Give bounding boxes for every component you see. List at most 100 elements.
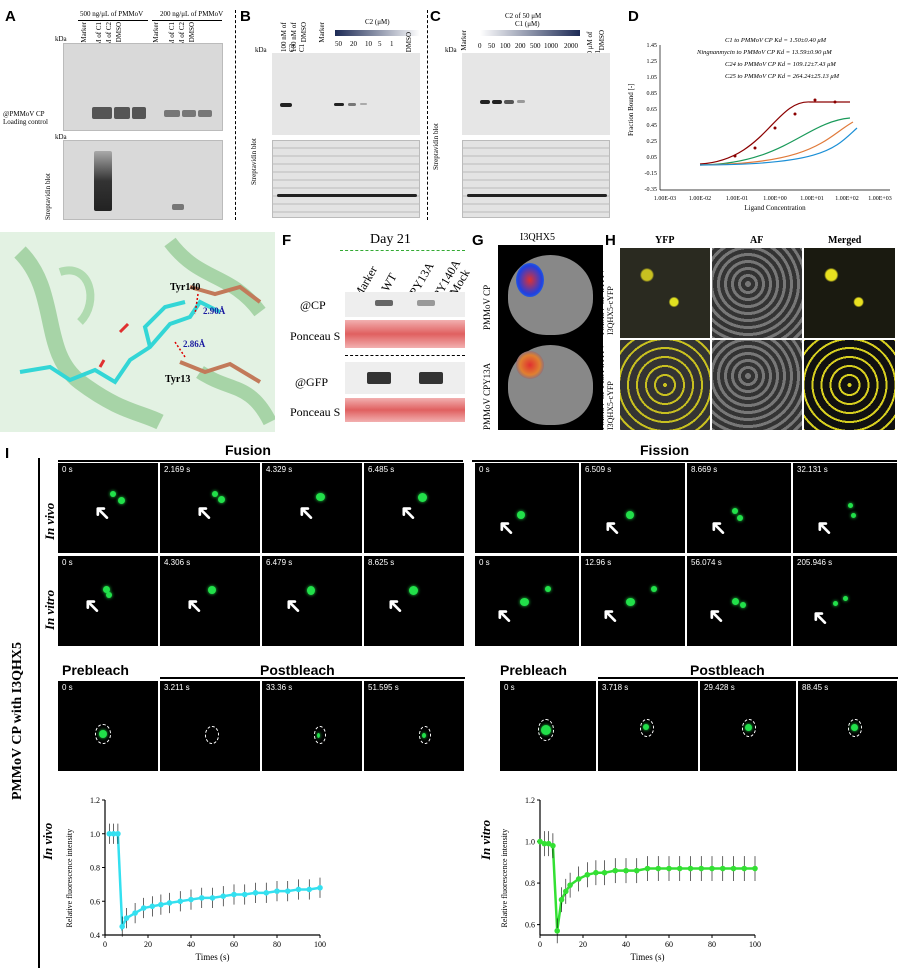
panel-H-col2: AF [750,235,764,246]
data-point [149,903,156,910]
data-point [644,865,651,872]
y-axis-label: Relative fluorescence intensity [500,829,509,928]
panel-G-label: G [472,232,484,249]
data-point [132,910,138,916]
data-point [541,840,548,847]
data-point [284,888,291,894]
svg-text:1.00E+00: 1.00E+00 [763,196,787,202]
data-point [140,905,147,911]
data-point [252,890,259,896]
data-point [177,898,184,905]
panel-F-row3: @GFP [295,375,329,389]
data-point [612,867,619,874]
panel-H-col1: YFP [655,235,675,246]
data-point [558,896,565,903]
y-tick-label: 1.0 [90,830,100,839]
panel-A-conc2: 200 ng/μL of PMMoV [160,10,224,18]
panel-H-col3: Merged [828,235,862,246]
frap-vitro-label: In vitro [478,819,493,860]
panel-H-row1: PMMoV CP-nYFP / I3QHX5-cYFP [597,269,615,335]
y-tick-label: 1.2 [525,796,535,805]
svg-text:1.00E+02: 1.00E+02 [835,196,859,202]
frap-chart-in-vivo: 0.4 0.6 0.8 1.0 1.2 0 20 40 60 80 100 Times (s) Rela… [65,796,326,962]
panel-B-lane-labels: 100 nM of C2 100 nM of C1 DMSO Marker 50… [280,22,413,53]
y-tick-label: 0.4 [90,931,100,940]
panel-C-kda: kDa [445,46,457,54]
panel-F-label: F [282,232,292,249]
panel-C-bottom-blot [462,140,610,218]
data-point [123,915,130,921]
data-point [752,865,758,872]
x-tick-label: 20 [144,940,152,949]
x-tick-label: 0 [538,940,542,949]
panel-G-leaf1-label: PMMoV CP [482,284,492,330]
data-point [188,896,194,903]
data-point [687,865,694,872]
svg-text:1.05: 1.05 [647,75,658,81]
data-point [241,891,248,898]
x-tick-label: 100 [749,940,761,949]
svg-text:-0.15: -0.15 [645,171,658,177]
y-tick-label: 0.8 [90,864,100,873]
data-point [655,865,662,872]
svg-text:0.85: 0.85 [647,91,658,97]
data-point [220,893,227,899]
frap-vivo-postbleach: Postbleach [260,662,335,678]
frap-chart-in-vitro: 0.6 0.8 1.0 1.2 0 20 40 60 80 100 Times (s) Relativ… [500,796,761,962]
svg-text:1.25: 1.25 [647,59,658,65]
data-point [584,871,591,878]
data-point [209,895,216,901]
x-tick-label: 60 [665,940,673,949]
panel-D-label: D [628,8,639,25]
x-axis-label: Times (s) [196,952,230,962]
frap-vivo-label: In vivo [40,822,55,860]
svg-text:Ligand Concentration: Ligand Concentration [744,204,806,212]
frap-vitro-postbleach: Postbleach [690,662,765,678]
data-point [563,888,569,895]
y-axis-label: Relative fluorescence intensity [65,829,74,928]
panel-A-bottom-label: Streptavidin blot [44,173,52,220]
fusion-title: Fusion [225,442,271,458]
data-point [274,888,280,894]
svg-text:0.25: 0.25 [647,139,658,145]
data-point [575,876,582,882]
panel-B-kda: kDa [255,46,267,54]
svg-text:1.00E-02: 1.00E-02 [689,196,711,202]
panel-G-leaf2-label: PMMoV CPY13A [482,362,492,430]
data-point [633,867,640,874]
panel-F-lane-labels: Marker WT CPY13A CPY140A Mock [350,257,473,308]
x-tick-label: 20 [579,940,587,949]
data-point [709,865,715,872]
svg-text:0.05: 0.05 [647,155,658,161]
svg-text:2.86Å: 2.86Å [183,339,206,349]
svg-text:1.00E+01: 1.00E+01 [800,196,824,202]
panel-C-title2: C1 (μM) [515,20,540,28]
data-point [601,869,608,876]
data-point [593,869,599,876]
data-point [741,865,748,872]
fusion-in-vitro-label: In vitro [42,589,57,630]
svg-text:Tyr13: Tyr13 [165,374,190,385]
panel-G-title: I3QHX5 [520,232,555,243]
panel-C-lane-labels: Marker 0 50 100 200 500 1000 2000 50 μM … [460,30,606,58]
panel-H-row2: PMMoV CPY13A-nYFP / I3QHX5-cYFP [597,345,615,430]
panel-E-docking-structure: Tyr140 2.90Å 2.86Å Tyr13 [0,232,275,432]
panel-A-top-blot [63,43,223,131]
data-point [231,891,237,898]
y-tick-label: 1.0 [525,838,535,847]
panel-A-bottom-blot [63,140,223,220]
y-tick-label: 0.8 [525,879,535,888]
x-tick-label: 0 [103,940,107,949]
panel-A-kda: kDa [55,35,67,43]
data-point [567,882,573,888]
data-point [317,884,323,891]
data-point [545,840,552,847]
panel-D-ylabel: Fraction Bound [-] [627,84,635,137]
y-tick-label: 0.6 [525,921,535,930]
panel-C-label: C [430,8,441,25]
data-point [119,923,125,930]
x-tick-label: 80 [708,940,716,949]
x-tick-label: 100 [314,940,326,949]
panel-C-side: Streptavidin blot [432,123,440,170]
data-point [554,928,560,934]
